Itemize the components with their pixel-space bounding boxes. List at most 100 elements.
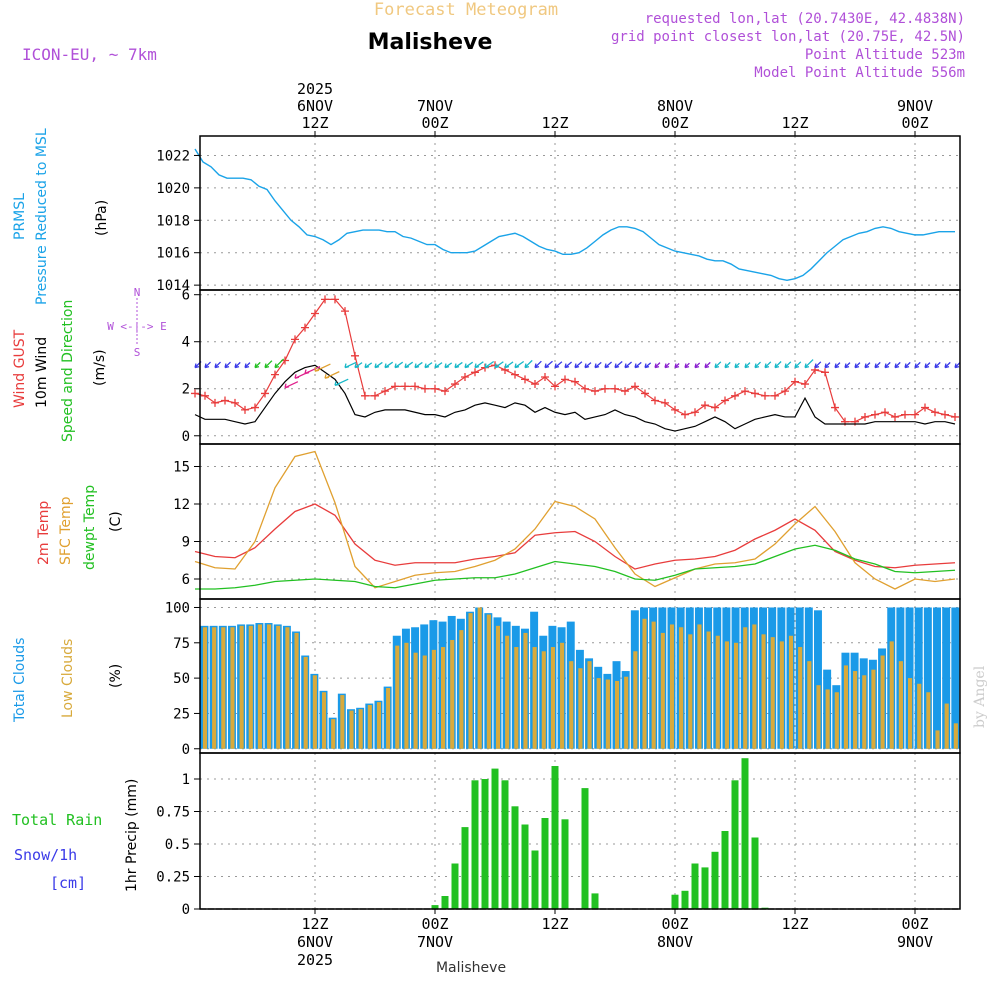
gust-line xyxy=(194,298,956,423)
wind-direction-arrow xyxy=(534,360,542,369)
gust-marker xyxy=(251,403,259,412)
low-cloud-bar xyxy=(907,678,913,749)
wind-direction-arrow xyxy=(564,361,573,369)
wind-direction-arrow xyxy=(364,362,373,369)
cloud-label-low: Low Clouds xyxy=(60,639,76,718)
wind-direction-arrow xyxy=(444,362,453,369)
low-cloud-bar xyxy=(560,642,565,749)
low-cloud-bar xyxy=(404,642,409,749)
wind-direction-arrow xyxy=(224,361,231,369)
low-cloud-bar xyxy=(431,649,436,749)
gust-marker xyxy=(531,380,539,389)
gust-marker xyxy=(571,377,579,386)
time-label-top: 00Z xyxy=(901,114,928,132)
gust-marker xyxy=(351,351,359,360)
wind-direction-arrow xyxy=(724,361,731,369)
low-cloud-bar xyxy=(596,678,601,749)
wind-direction-arrow xyxy=(484,360,495,369)
low-cloud-bar xyxy=(614,680,620,749)
rain-bar xyxy=(711,851,719,909)
wind-direction-arrow xyxy=(494,361,504,369)
wind-direction-arrow xyxy=(504,361,514,369)
gust-marker xyxy=(471,368,479,377)
low-cloud-bar xyxy=(257,624,262,749)
low-cloud-bar xyxy=(688,634,693,749)
y-tick-label: 0.25 xyxy=(156,870,190,886)
wind-direction-arrow xyxy=(604,361,613,369)
wind-direction-arrow xyxy=(384,361,394,369)
gust-marker xyxy=(711,403,719,412)
cloud-label-total: Total Clouds xyxy=(12,638,28,723)
gust-marker xyxy=(691,408,699,417)
gust-marker xyxy=(741,387,749,396)
time-label-top: 12Z xyxy=(541,114,568,132)
product-title: Forecast Meteogram xyxy=(374,0,558,20)
low-cloud-bar xyxy=(532,647,537,749)
low-cloud-bar xyxy=(294,632,299,749)
gust-marker xyxy=(901,410,909,419)
y-tick-label: 0.5 xyxy=(165,837,190,853)
rain-bar xyxy=(721,831,729,909)
rain-bar xyxy=(591,893,599,909)
low-cloud-bar xyxy=(679,627,684,749)
gust-marker xyxy=(401,382,409,391)
low-cloud-bar xyxy=(798,647,803,749)
wind-direction-arrow xyxy=(884,361,891,369)
rain-bar xyxy=(671,894,679,909)
wind-direction-arrow xyxy=(854,362,861,369)
temp-label-dewpt: dewpt Temp xyxy=(82,485,98,570)
gust-marker xyxy=(821,368,829,377)
gust-marker xyxy=(271,370,279,379)
gust-marker xyxy=(421,384,429,393)
wind-label-10m: 10m Wind xyxy=(34,337,50,408)
gust-marker xyxy=(671,405,679,414)
time-label-top: 6NOV xyxy=(297,97,333,115)
wind-direction-arrow xyxy=(734,362,740,369)
wind-direction-arrow xyxy=(244,362,251,369)
time-label-bottom: 12Z xyxy=(541,915,568,933)
gust-marker xyxy=(651,396,659,405)
y-tick-label: 75 xyxy=(173,636,190,652)
grid-point-coords: grid point closest lon,lat (20.75E, 42.5… xyxy=(611,29,965,45)
gust-marker xyxy=(931,408,939,417)
time-label-bottom: 00Z xyxy=(901,915,928,933)
low-cloud-bar xyxy=(651,621,656,749)
gust-marker xyxy=(641,389,649,398)
low-cloud-bar xyxy=(734,642,739,749)
low-cloud-bar xyxy=(633,651,638,749)
low-cloud-bar xyxy=(587,661,592,749)
gust-marker xyxy=(361,391,369,400)
low-cloud-bar xyxy=(267,624,272,749)
rain-bar xyxy=(521,824,529,909)
wind-direction-arrow xyxy=(204,361,211,369)
low-cloud-bar xyxy=(807,661,812,749)
y-tick-label: 12 xyxy=(173,497,190,513)
y-tick-label: 4 xyxy=(182,335,190,351)
low-cloud-bar xyxy=(468,613,473,749)
gust-marker xyxy=(631,382,639,391)
gust-marker xyxy=(761,391,769,400)
time-label-top: 7NOV xyxy=(417,97,453,115)
gust-marker xyxy=(301,323,309,332)
gust-marker xyxy=(551,382,559,391)
low-cloud-bar xyxy=(825,689,830,749)
wind-direction-arrow xyxy=(354,362,363,369)
gust-marker xyxy=(311,309,319,318)
gust-marker xyxy=(861,412,869,421)
wind-direction-arrow xyxy=(694,362,701,369)
y-tick-label: 25 xyxy=(173,706,190,722)
wind-direction-arrow xyxy=(644,362,652,369)
gust-marker xyxy=(751,389,759,398)
gust-marker xyxy=(331,295,339,304)
time-label-bottom: 00Z xyxy=(421,915,448,933)
wind-direction-arrow xyxy=(404,361,414,369)
point-altitude: Point Altitude 523m xyxy=(805,47,965,63)
rain-bar xyxy=(551,766,559,909)
gust-marker xyxy=(921,403,929,412)
low-cloud-bar xyxy=(724,641,729,749)
cloud-unit: (%) xyxy=(108,664,124,688)
temp-dewpt-line xyxy=(195,544,956,590)
gust-marker xyxy=(701,401,709,410)
rain-bar xyxy=(681,890,689,909)
